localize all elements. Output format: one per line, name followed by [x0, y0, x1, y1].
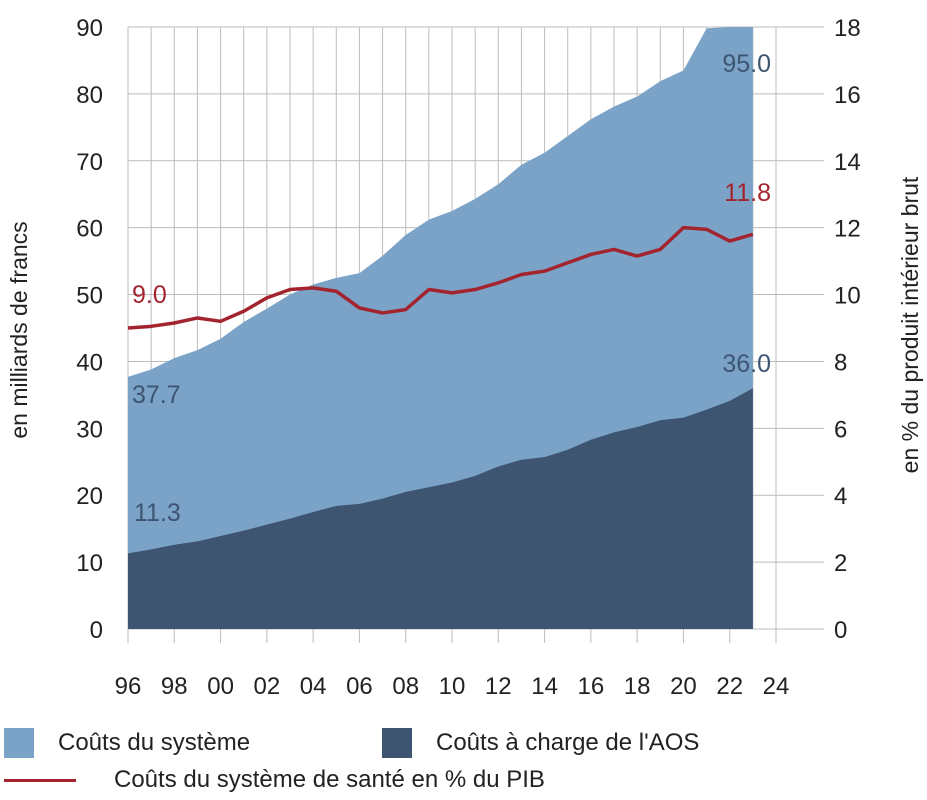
label-pib-end: 11.8 [724, 179, 771, 207]
left-tick-label: 10 [76, 550, 103, 577]
legend-item-system: Coûts du système [4, 728, 250, 758]
left-tick-label: 0 [90, 617, 103, 644]
x-tick-label: 24 [763, 673, 790, 700]
left-tick-label: 70 [76, 149, 103, 176]
left-tick-label: 50 [76, 283, 103, 310]
label-aos-start: 11.3 [134, 499, 181, 527]
left-tick-label: 40 [76, 349, 103, 376]
left-tick-label: 90 [76, 15, 103, 42]
x-tick-label: 22 [716, 673, 743, 700]
x-tick-label: 16 [578, 673, 605, 700]
x-tick-label: 98 [161, 673, 188, 700]
left-tick-label: 20 [76, 483, 103, 510]
x-tick-label: 04 [300, 673, 327, 700]
legend-label-system: Coûts du système [58, 729, 251, 756]
x-axis-ticks: 96 98 00 02 04 06 08 10 12 14 16 18 20 22 24 [115, 673, 790, 700]
x-tick-label: 20 [670, 673, 697, 700]
legend-item-pib: Coûts du système de santé en % du PIB [4, 766, 545, 794]
legend-swatch-system [4, 728, 34, 758]
x-tick-label: 14 [531, 673, 558, 700]
x-tick-label: 00 [207, 673, 234, 700]
area-couts-aos [128, 388, 753, 629]
right-tick-label: 14 [834, 149, 861, 176]
legend-label-pib: Coûts du système de santé en % du PIB [114, 766, 545, 793]
legend-swatch-aos [382, 728, 412, 758]
legend-label-aos: Coûts à charge de l'AOS [436, 729, 700, 756]
legend: Coûts du système Coûts à charge de l'AOS… [0, 722, 927, 800]
x-tick-label: 02 [254, 673, 281, 700]
left-axis-title: en milliards de francs [6, 221, 32, 438]
right-tick-label: 18 [834, 15, 861, 42]
right-axis-ticks: 0 2 4 6 8 10 12 14 16 18 [834, 15, 861, 644]
right-tick-label: 12 [834, 216, 861, 243]
right-tick-label: 10 [834, 283, 861, 310]
x-tick-label: 10 [439, 673, 466, 700]
right-tick-label: 4 [834, 483, 847, 510]
right-tick-label: 2 [834, 550, 847, 577]
left-tick-label: 30 [76, 416, 103, 443]
label-aos-end: 36.0 [722, 350, 771, 378]
left-tick-label: 80 [76, 82, 103, 109]
x-tick-label: 12 [485, 673, 512, 700]
label-pib-start: 9.0 [132, 281, 167, 309]
label-system-end: 95.0 [722, 50, 771, 78]
label-system-start: 37.7 [132, 381, 181, 409]
right-tick-label: 0 [834, 617, 847, 644]
right-axis-title: en % du produit intérieur brut [897, 176, 923, 473]
x-tick-label: 06 [346, 673, 373, 700]
right-tick-label: 6 [834, 416, 847, 443]
x-tick-label: 96 [115, 673, 142, 700]
left-tick-label: 60 [76, 216, 103, 243]
line-couts-pib [127, 225, 754, 330]
left-axis-ticks: 0 10 20 30 40 50 60 70 80 90 [76, 15, 103, 644]
right-tick-label: 16 [834, 82, 861, 109]
x-tick-label: 18 [624, 673, 651, 700]
legend-item-aos: Coûts à charge de l'AOS [382, 728, 699, 758]
x-tick-label: 08 [392, 673, 419, 700]
right-tick-label: 8 [834, 349, 847, 376]
legend-swatch-pib [4, 778, 76, 782]
